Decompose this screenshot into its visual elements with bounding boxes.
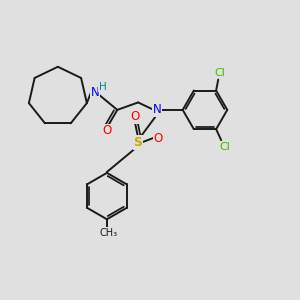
Text: N: N bbox=[91, 85, 99, 98]
Text: N: N bbox=[153, 103, 162, 116]
Text: Cl: Cl bbox=[220, 142, 230, 152]
Text: Cl: Cl bbox=[215, 68, 226, 78]
Text: H: H bbox=[99, 82, 106, 92]
Text: CH₃: CH₃ bbox=[99, 228, 118, 238]
Text: O: O bbox=[154, 132, 163, 145]
Text: S: S bbox=[134, 136, 142, 149]
Text: O: O bbox=[102, 124, 112, 137]
Text: O: O bbox=[130, 110, 140, 123]
